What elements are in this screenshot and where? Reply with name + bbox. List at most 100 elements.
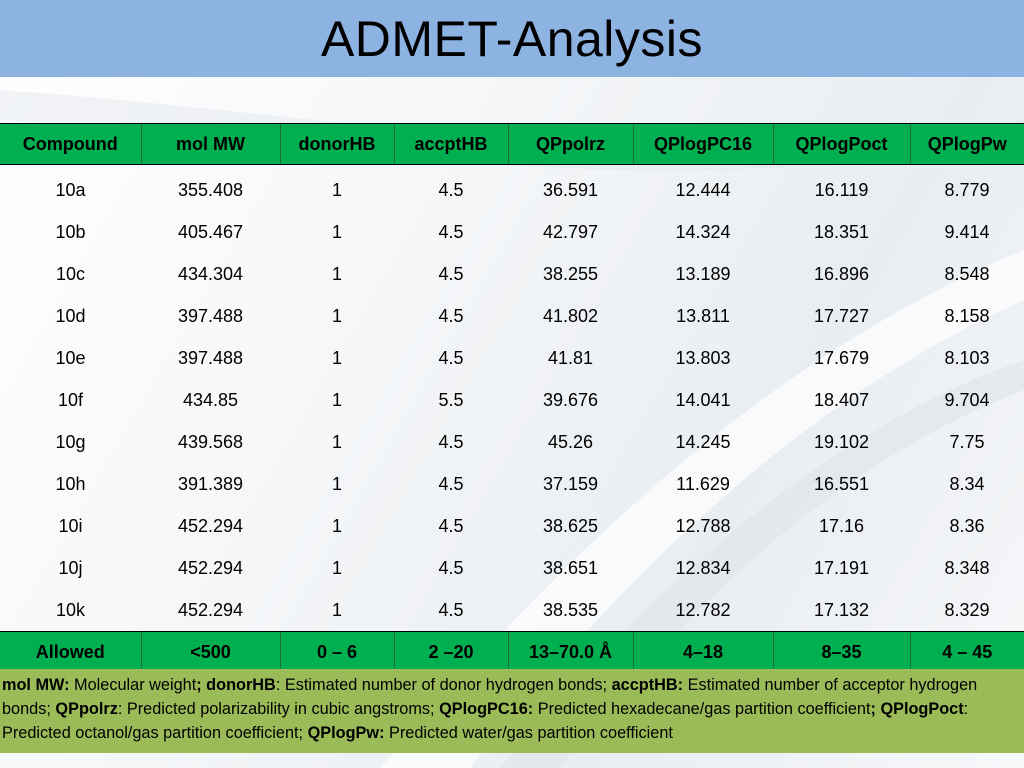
value-cell: 8.348 — [944, 557, 990, 578]
allowed-label: Allowed — [0, 631, 141, 673]
value-cell: 4.5 — [438, 347, 464, 368]
value-cell: 1 — [331, 599, 342, 620]
legend-term-qppolrz: QPpolrz — [55, 700, 118, 718]
value-cell: 12.834 — [675, 557, 731, 578]
column-header: donorHB — [279, 123, 394, 165]
value-cell: 4.5 — [438, 599, 464, 620]
value-cell: 13.803 — [675, 347, 731, 368]
value-cell: 16.551 — [813, 473, 870, 494]
value-cell: 13.811 — [676, 305, 730, 326]
value-cell: 16.896 — [813, 263, 870, 284]
value-cell: 19.102 — [813, 431, 870, 452]
value-cell: 1 — [331, 347, 342, 368]
compound-cell: 10g — [55, 431, 86, 452]
value-cell: 1 — [331, 305, 342, 326]
column-header: accptHB — [393, 123, 508, 165]
value-cell: 439.568 — [177, 431, 244, 452]
table-row: 10a 355.408 1 4.5 36.591 12.444 16.119 8.779 — [0, 165, 1024, 212]
value-cell: 17.16 — [818, 515, 865, 536]
slide-title: ADMET-Analysis — [320, 10, 704, 67]
compound-cell: 10a — [55, 179, 86, 200]
compound-cell: 10c — [55, 263, 86, 284]
value-cell: 8.158 — [944, 305, 990, 326]
compound-cell: 10i — [58, 515, 83, 536]
value-cell: 4.5 — [438, 431, 464, 452]
value-cell: 37.159 — [542, 473, 599, 494]
value-cell: 8.34 — [949, 473, 985, 494]
value-cell: 12.782 — [675, 599, 731, 620]
value-cell: 8.36 — [949, 515, 985, 536]
value-cell: 1 — [331, 473, 342, 494]
compound-cell: 10b — [55, 221, 86, 242]
value-cell: 4.5 — [438, 557, 464, 578]
value-cell: 17.679 — [813, 347, 870, 368]
value-cell: 5.5 — [438, 389, 464, 410]
table-row: 10e 397.488 1 4.5 41.81 13.803 17.679 8.103 — [0, 337, 1024, 379]
value-cell: 434.85 — [182, 389, 239, 410]
value-cell: 452.294 — [177, 557, 244, 578]
value-cell: 4.5 — [438, 263, 464, 284]
value-cell: 8.329 — [944, 599, 990, 620]
value-cell: 41.802 — [542, 305, 599, 326]
legend-term-qplogpoct: ; QPlogPoct — [870, 700, 964, 718]
legend-desc-molmw: Molecular weight — [69, 676, 197, 694]
value-cell: 38.651 — [542, 557, 599, 578]
allowed-range-cell: <500 — [140, 631, 280, 673]
value-cell: 391.389 — [177, 473, 244, 494]
allowed-range-cell: 2 –20 — [393, 631, 508, 673]
compound-cell: 10h — [55, 473, 86, 494]
value-cell: 38.535 — [542, 599, 599, 620]
value-cell: 4.5 — [438, 305, 464, 326]
value-cell: 7.75 — [949, 431, 985, 452]
value-cell: 4.5 — [438, 221, 464, 242]
value-cell: 9.704 — [944, 389, 990, 410]
legend-desc-qplogpc16: Predicted hexadecane/gas partition coeff… — [533, 700, 871, 718]
table-row: 10i 452.294 1 4.5 38.625 12.788 17.16 8.36 — [0, 505, 1024, 547]
value-cell: 1 — [331, 389, 342, 410]
value-cell: 397.488 — [177, 305, 244, 326]
value-cell: 1 — [331, 221, 342, 242]
value-cell: 1 — [331, 179, 342, 200]
table-row: 10f 434.85 1 5.5 39.676 14.041 18.407 9.704 — [0, 379, 1024, 421]
value-cell: 17.727 — [813, 305, 870, 326]
value-cell: 4.5 — [438, 473, 464, 494]
value-cell: 38.255 — [542, 263, 599, 284]
allowed-range-cell: 4–18 — [632, 631, 773, 673]
value-cell: 4.5 — [438, 179, 464, 200]
value-cell: 16.119 — [814, 179, 869, 200]
allowed-range-cell: 8–35 — [772, 631, 910, 673]
compound-cell: 10e — [55, 347, 86, 368]
legend-desc-qppolrz: : Predicted polarizability in cubic angs… — [117, 700, 440, 718]
legend-term-qplogpc16: QPlogPC16: — [439, 700, 534, 718]
value-cell: 1 — [331, 515, 342, 536]
value-cell: 355.408 — [177, 179, 244, 200]
column-header: QPpolrz — [507, 123, 633, 165]
value-cell: 8.779 — [944, 179, 990, 200]
value-cell: 14.245 — [675, 431, 731, 452]
column-header: QPlogPoct — [772, 123, 910, 165]
legend-term-donorhb: ; donorHB — [196, 676, 276, 694]
value-cell: 1 — [331, 431, 342, 452]
legend-term-qplogpw: QPlogPw: — [307, 724, 385, 742]
allowed-range-cell: 0 – 6 — [279, 631, 394, 673]
value-cell: 45.26 — [547, 431, 594, 452]
value-cell: 14.324 — [675, 221, 731, 242]
value-cell: 13.189 — [675, 263, 731, 284]
column-header: QPlogPw — [909, 123, 1024, 165]
legend-desc-donorhb: : Estimated number of donor hydrogen bon… — [275, 676, 612, 694]
column-header: Compound — [0, 123, 141, 165]
value-cell: 11.629 — [676, 473, 730, 494]
legend-desc-qplogpoct: : Predicted octanol/gas partition coeffi… — [2, 700, 969, 742]
value-cell: 1 — [331, 263, 342, 284]
value-cell: 8.548 — [944, 263, 990, 284]
table-row: 10h 391.389 1 4.5 37.159 11.629 16.551 8.34 — [0, 463, 1024, 505]
table-row: 10g 439.568 1 4.5 45.26 14.245 19.102 7.75 — [0, 421, 1024, 463]
value-cell: 452.294 — [177, 599, 244, 620]
table-row: 10d 397.488 1 4.5 41.802 13.811 17.727 8.158 — [0, 295, 1024, 337]
value-cell: 8.103 — [944, 347, 990, 368]
value-cell: 41.81 — [547, 347, 594, 368]
value-cell: 1 — [331, 557, 342, 578]
table-row: 10c 434.304 1 4.5 38.255 13.189 16.896 8.548 — [0, 253, 1024, 295]
value-cell: 39.676 — [542, 389, 599, 410]
